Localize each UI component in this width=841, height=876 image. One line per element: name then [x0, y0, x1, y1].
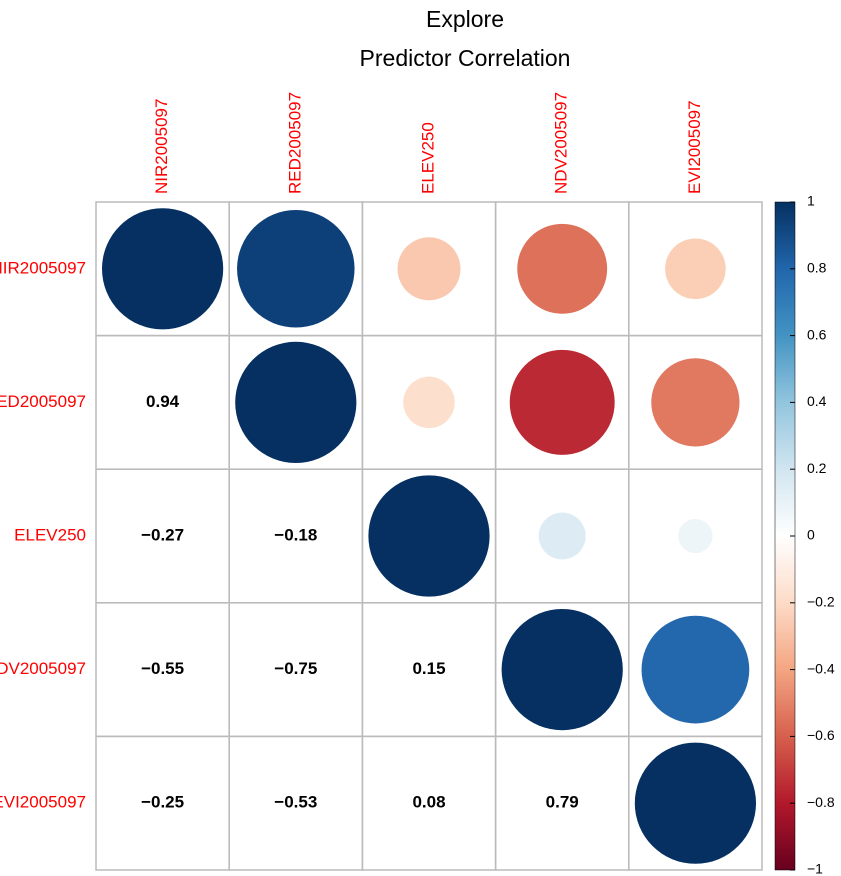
column-label: ELEV250 — [418, 122, 437, 194]
colorbar-tick-label: 0.6 — [807, 326, 827, 342]
corr-circle — [517, 223, 608, 314]
corr-value: −0.18 — [274, 525, 317, 544]
colorbar-tick-label: −1 — [807, 861, 823, 876]
row-label: EVI2005097 — [0, 793, 86, 812]
column-label: RED2005097 — [285, 92, 304, 194]
column-label: EVI2005097 — [685, 100, 704, 194]
colorbar-tick-label: 0 — [807, 527, 815, 543]
corr-value: 0.08 — [412, 793, 445, 812]
colorbar-tick-label: −0.8 — [807, 794, 835, 810]
corr-circle — [235, 341, 357, 464]
corr-circle — [678, 518, 713, 554]
corr-circle — [403, 376, 455, 429]
colorbar-tick-label: 0.2 — [807, 460, 827, 476]
colorbar-tick-label: −0.6 — [807, 727, 835, 743]
corr-value: 0.79 — [546, 793, 579, 812]
row-label: NDV2005097 — [0, 659, 86, 678]
cell — [628, 735, 763, 871]
corr-circle — [641, 615, 750, 724]
corr-circle — [651, 358, 740, 447]
corr-circle — [509, 349, 615, 455]
corr-value: −0.53 — [274, 793, 317, 812]
colorbar-tick-label: −0.4 — [807, 660, 835, 676]
colorbar-tick-label: 1 — [807, 193, 815, 209]
corr-circle — [101, 208, 224, 330]
corr-value: 0.94 — [146, 392, 180, 411]
corr-circle — [665, 238, 726, 300]
row-label: RED2005097 — [0, 392, 86, 411]
chart-title: Explore — [426, 6, 504, 32]
corr-value: −0.25 — [141, 793, 184, 812]
column-label: NIR2005097 — [152, 99, 171, 194]
corr-value: −0.27 — [141, 525, 184, 544]
corr-value: −0.55 — [141, 659, 184, 678]
corr-value: −0.75 — [274, 659, 317, 678]
corr-circle — [368, 475, 490, 597]
corr-value: 0.15 — [412, 659, 445, 678]
corr-circle — [501, 608, 623, 731]
corr-circle — [634, 742, 757, 864]
chart-subtitle: Predictor Correlation — [360, 45, 571, 71]
corr-circle — [397, 237, 461, 301]
column-label: NDV2005097 — [552, 92, 571, 194]
colorbar-tick-label: 0.8 — [807, 260, 827, 276]
colorbar-tick-label: 0.4 — [807, 393, 827, 409]
corr-circle — [237, 210, 355, 328]
colorbar-tick-label: −0.2 — [807, 594, 835, 610]
row-label: NIR2005097 — [0, 258, 86, 277]
corr-circle — [538, 512, 586, 560]
row-label: ELEV250 — [14, 525, 86, 544]
